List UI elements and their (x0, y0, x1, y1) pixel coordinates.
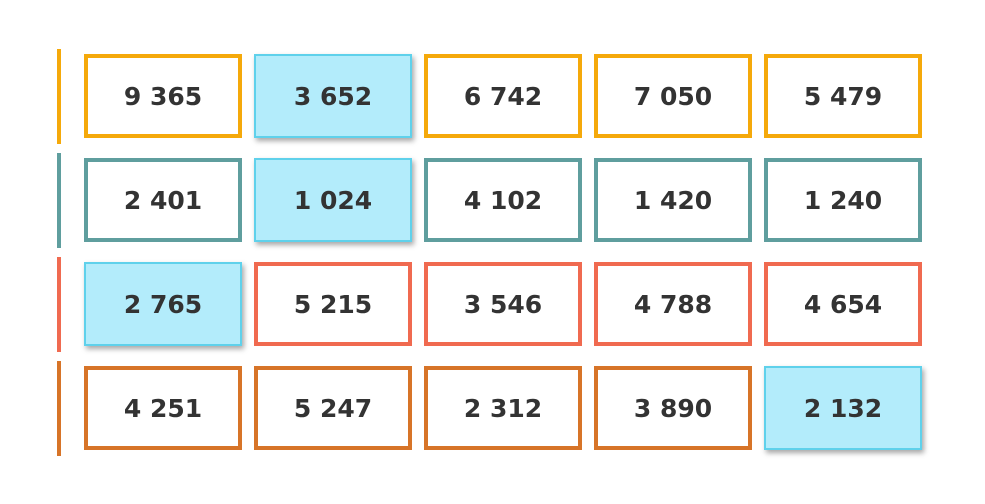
number-cell[interactable]: 3 652 (254, 54, 412, 138)
row-4-color-bar (57, 361, 61, 456)
number-cell[interactable]: 7 050 (594, 54, 752, 138)
number-cell[interactable]: 2 401 (84, 158, 242, 242)
number-cell[interactable]: 1 024 (254, 158, 412, 242)
number-cell[interactable]: 2 765 (84, 262, 242, 346)
number-cell[interactable]: 3 890 (594, 366, 752, 450)
number-cell[interactable]: 4 654 (764, 262, 922, 346)
row-3-color-bar (57, 257, 61, 352)
number-cell[interactable]: 2 132 (764, 366, 922, 450)
number-cell[interactable]: 4 102 (424, 158, 582, 242)
number-cell[interactable]: 2 312 (424, 366, 582, 450)
number-cell[interactable]: 4 788 (594, 262, 752, 346)
row-1-color-bar (57, 49, 61, 144)
number-cell[interactable]: 5 479 (764, 54, 922, 138)
number-cell[interactable]: 6 742 (424, 54, 582, 138)
number-cell[interactable]: 5 215 (254, 262, 412, 346)
number-cell[interactable]: 1 420 (594, 158, 752, 242)
number-cell[interactable]: 5 247 (254, 366, 412, 450)
number-cell[interactable]: 4 251 (84, 366, 242, 450)
number-cell[interactable]: 3 546 (424, 262, 582, 346)
number-cell[interactable]: 1 240 (764, 158, 922, 242)
row-2-color-bar (57, 153, 61, 248)
number-cell[interactable]: 9 365 (84, 54, 242, 138)
